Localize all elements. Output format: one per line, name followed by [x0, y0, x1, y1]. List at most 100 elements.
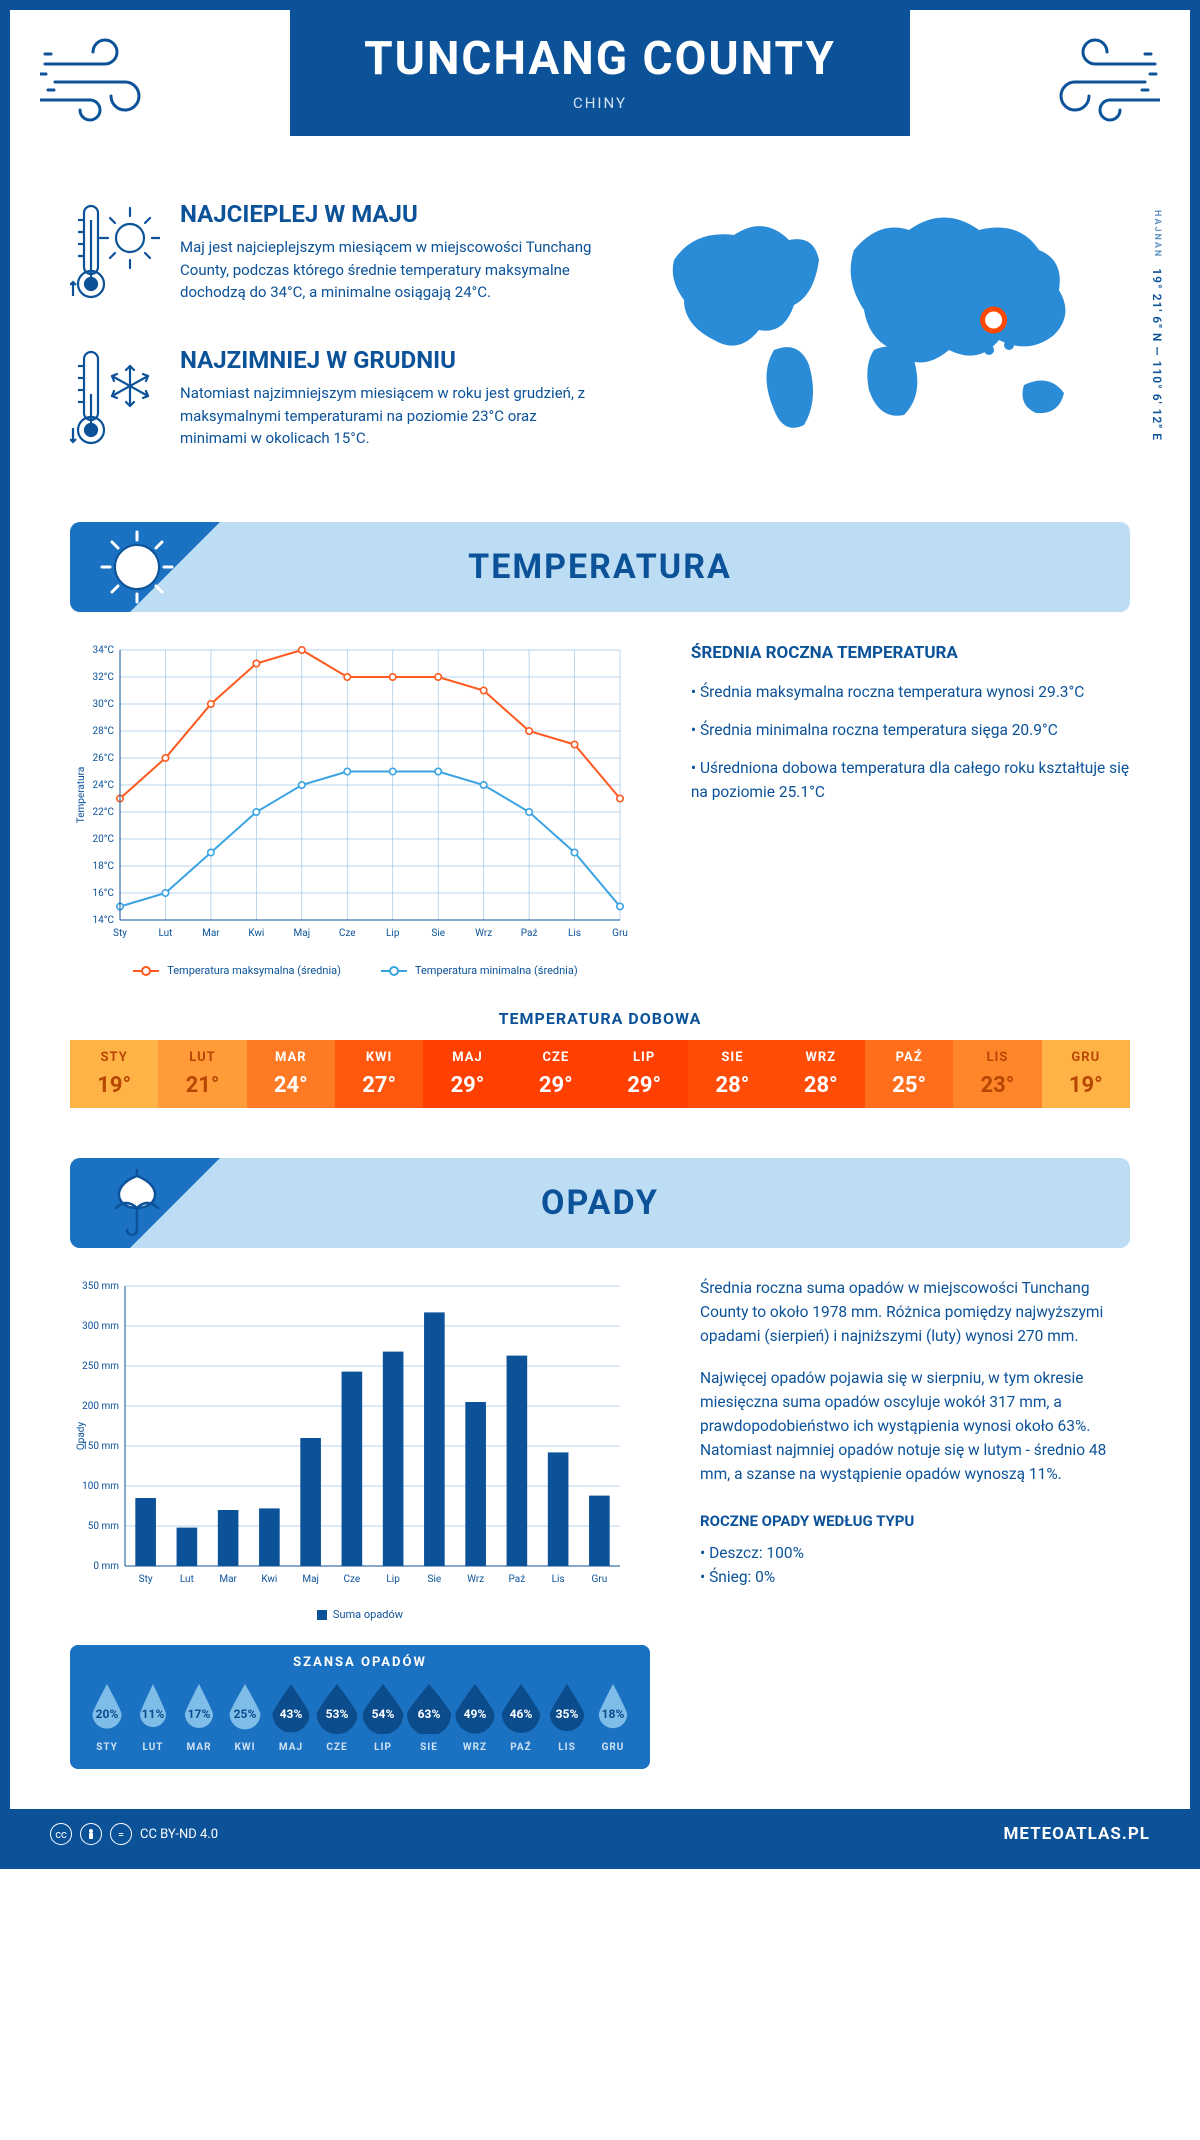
warmest-fact: NAJCIEPLEJ W MAJU Maj jest najcieplejszy…	[70, 200, 604, 314]
temperature-banner: TEMPERATURA	[70, 522, 1130, 612]
svg-text:54%: 54%	[372, 1707, 395, 1721]
svg-text:Sie: Sie	[431, 928, 445, 939]
precipitation-legend: Suma opadów	[70, 1608, 650, 1621]
warmest-heading: NAJCIEPLEJ W MAJU	[180, 200, 604, 228]
svg-text:Lis: Lis	[568, 928, 581, 939]
legend-item: .sw[style*='#ff5a1f']::after{border-colo…	[133, 964, 341, 977]
rain-chance-drop: 63% SIE	[406, 1680, 452, 1753]
svg-text:Sie: Sie	[428, 1574, 442, 1585]
avg-temp-heading: ŚREDNIA ROCZNA TEMPERATURA	[691, 640, 1130, 666]
svg-text:Lip: Lip	[386, 928, 400, 939]
daily-temp-heading: TEMPERATURA DOBOWA	[70, 1009, 1130, 1028]
svg-text:Sty: Sty	[139, 1574, 153, 1585]
svg-text:26°C: 26°C	[93, 753, 115, 764]
temp-bullet: • Uśredniona dobowa temperatura dla całe…	[691, 756, 1130, 804]
svg-text:Cze: Cze	[339, 928, 356, 939]
precip-paragraph: Średnia roczna suma opadów w miejscowośc…	[700, 1276, 1130, 1348]
rain-chance-heading: SZANSA OPADÓW	[84, 1655, 636, 1670]
coords-value: 19° 21' 6" N — 110° 6' 12" E	[1150, 268, 1164, 441]
svg-text:Lis: Lis	[552, 1574, 565, 1585]
svg-text:100 mm: 100 mm	[82, 1481, 119, 1492]
license-text: CC BY-ND 4.0	[140, 1827, 218, 1842]
header: TUNCHANG COUNTY CHINY	[10, 10, 1190, 170]
legend-item: .sw[style*='#3aa3e3']::after{border-colo…	[381, 964, 578, 977]
footer: cc = CC BY-ND 4.0 METEOATLAS.PL	[10, 1809, 1190, 1859]
daily-temp-cell: MAR 24°	[247, 1040, 335, 1108]
daily-temp-cell: CZE 29°	[512, 1040, 600, 1108]
precipitation-heading: OPADY	[541, 1183, 659, 1223]
svg-text:18°C: 18°C	[93, 861, 115, 872]
region-label: HAJNAN	[1152, 210, 1162, 258]
svg-text:28°C: 28°C	[93, 726, 115, 737]
nd-icon: =	[110, 1823, 132, 1845]
page-frame: TUNCHANG COUNTY CHINY	[0, 0, 1200, 1869]
by-icon	[80, 1823, 102, 1845]
rain-chance-panel: SZANSA OPADÓW 20% STY 11% LUT 17% MAR 25…	[70, 1645, 650, 1769]
daily-temp-cell: GRU 19°	[1042, 1040, 1130, 1108]
wind-icon	[40, 34, 170, 128]
svg-text:300 mm: 300 mm	[82, 1321, 119, 1332]
daily-temp-cell: PAŹ 25°	[865, 1040, 953, 1108]
svg-text:30°C: 30°C	[93, 699, 115, 710]
svg-text:Wrz: Wrz	[475, 928, 492, 939]
svg-text:Mar: Mar	[202, 928, 220, 939]
daily-temp-cell: SIE 28°	[688, 1040, 776, 1108]
rain-chance-drop: 43% MAJ	[268, 1680, 314, 1753]
svg-text:22°C: 22°C	[93, 807, 115, 818]
svg-text:Gru: Gru	[592, 1574, 608, 1585]
umbrella-icon	[98, 1164, 176, 1246]
svg-text:350 mm: 350 mm	[82, 1281, 119, 1292]
intro-row: NAJCIEPLEJ W MAJU Maj jest najcieplejszy…	[70, 200, 1130, 492]
svg-text:Gru: Gru	[612, 928, 628, 939]
svg-text:18%: 18%	[602, 1707, 625, 1721]
coldest-body: Natomiast najzimniejszym miesiącem w rok…	[180, 382, 604, 450]
svg-text:43%: 43%	[280, 1707, 303, 1721]
svg-text:250 mm: 250 mm	[82, 1361, 119, 1372]
precip-type-line: • Deszcz: 100%	[700, 1541, 1130, 1565]
svg-text:Maj: Maj	[302, 1574, 319, 1585]
svg-text:Paź: Paź	[509, 1574, 526, 1585]
daily-temp-cell: LIS 23°	[953, 1040, 1041, 1108]
daily-temp-cell: LIP 29°	[600, 1040, 688, 1108]
svg-text:34°C: 34°C	[93, 645, 115, 656]
rain-chance-drop: 17% MAR	[176, 1680, 222, 1753]
daily-temp-cell: LUT 21°	[158, 1040, 246, 1108]
precip-type-line: • Śnieg: 0%	[700, 1565, 1130, 1589]
svg-text:35%: 35%	[556, 1707, 579, 1721]
rain-chance-drop: 25% KWI	[222, 1680, 268, 1753]
temperature-line-chart: 14°C16°C18°C20°C22°C24°C26°C28°C30°C32°C…	[70, 640, 641, 954]
rain-chance-drop: 35% LIS	[544, 1680, 590, 1753]
location-title: TUNCHANG COUNTY	[290, 32, 910, 86]
svg-text:50 mm: 50 mm	[88, 1521, 119, 1532]
world-map	[644, 200, 1130, 454]
svg-text:Wrz: Wrz	[467, 1574, 484, 1585]
license-block: cc = CC BY-ND 4.0	[50, 1823, 218, 1845]
rain-chance-drop: 11% LUT	[130, 1680, 176, 1753]
svg-text:Kwi: Kwi	[248, 928, 264, 939]
svg-text:32°C: 32°C	[93, 672, 115, 683]
daily-temp-cell: WRZ 28°	[777, 1040, 865, 1108]
svg-text:Opady: Opady	[76, 1422, 87, 1451]
site-name: METEOATLAS.PL	[1003, 1824, 1150, 1844]
svg-text:17%: 17%	[188, 1707, 211, 1721]
rain-chance-drop: 53% CZE	[314, 1680, 360, 1753]
country-subtitle: CHINY	[290, 94, 910, 112]
temperature-legend: .sw[style*='#ff5a1f']::after{border-colo…	[70, 964, 641, 977]
precip-legend-label: Suma opadów	[333, 1608, 403, 1621]
precip-by-type-heading: ROCZNE OPADY WEDŁUG TYPU	[700, 1510, 1130, 1533]
cc-icon: cc	[50, 1823, 72, 1845]
daily-temp-cell: STY 19°	[70, 1040, 158, 1108]
coldest-heading: NAJZIMNIEJ W GRUDNIU	[180, 346, 604, 374]
svg-text:150 mm: 150 mm	[82, 1441, 119, 1452]
svg-text:Lip: Lip	[386, 1574, 400, 1585]
rain-chance-drop: 49% WRZ	[452, 1680, 498, 1753]
svg-text:Paź: Paź	[521, 928, 538, 939]
svg-text:200 mm: 200 mm	[82, 1401, 119, 1412]
svg-text:Kwi: Kwi	[261, 1574, 277, 1585]
temp-bullet: • Średnia maksymalna roczna temperatura …	[691, 680, 1130, 704]
svg-text:11%: 11%	[142, 1707, 165, 1721]
svg-text:Lut: Lut	[158, 928, 172, 939]
svg-text:53%: 53%	[326, 1707, 349, 1721]
svg-text:Lut: Lut	[180, 1574, 194, 1585]
title-ribbon: TUNCHANG COUNTY CHINY	[290, 10, 910, 136]
